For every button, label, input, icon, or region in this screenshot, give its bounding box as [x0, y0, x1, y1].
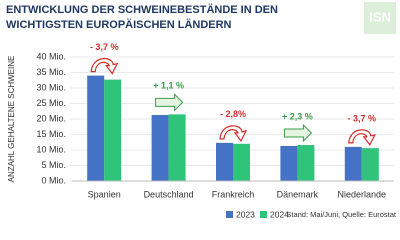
y-tick-label: 15 Mio.: [36, 129, 66, 139]
x-tick-label: Deutschland: [144, 189, 194, 199]
y-tick-label: 35 Mio.: [36, 67, 66, 77]
y-tick-label: 30 Mio.: [36, 82, 66, 92]
y-tick-label: 20 Mio.: [36, 113, 66, 123]
x-tick-label: Niederlande: [338, 189, 387, 199]
change-label: - 3,7 %: [348, 113, 377, 123]
bar: [216, 142, 233, 181]
legend-swatch: [226, 211, 233, 218]
bar: [280, 145, 298, 181]
bar: [233, 143, 250, 181]
change-arrow: [348, 129, 376, 147]
change-label: + 2,3 %: [282, 111, 313, 121]
chart: ENTWICKLUNG DER SCHWEINEBESTÄNDE IN DEN …: [0, 0, 400, 228]
change-label: - 3,7 %: [90, 42, 119, 52]
bar: [297, 145, 315, 181]
chart-title: WICHTIGSTEN EUROPÄISCHEN LÄNDERN: [6, 18, 232, 31]
logo: ISN: [369, 9, 391, 24]
legend-swatch: [260, 211, 267, 218]
logo-box: [364, 2, 396, 34]
y-tick-label: 5 Mio.: [41, 160, 66, 170]
x-tick-label: Frankreich: [212, 189, 255, 199]
change-arrow: [283, 123, 313, 143]
page: ENTWICKLUNG DER SCHWEINEBESTÄNDE IN DEN …: [0, 0, 400, 228]
background: [0, 0, 400, 228]
change-arrow: [219, 125, 248, 143]
x-tick-label: Spanien: [88, 189, 121, 199]
change-arrow: [155, 93, 184, 112]
legend-label: 2023: [236, 209, 255, 219]
bar: [344, 146, 362, 181]
chart-title: ENTWICKLUNG DER SCHWEINEBESTÄNDE IN DEN: [6, 3, 278, 16]
y-tick-label: 0 Mio.: [41, 175, 66, 185]
y-tick-label: 40 Mio.: [36, 51, 66, 61]
change-arrow: [90, 58, 119, 75]
bar: [104, 79, 122, 181]
y-axis-label: ANZAHL GEHALTENE SCHWEINE: [7, 56, 16, 183]
bar: [87, 75, 105, 181]
x-tick-label: Dänemark: [277, 189, 319, 199]
legend-label: 2024: [270, 209, 289, 219]
y-tick-label: 10 Mio.: [36, 144, 66, 154]
bar: [168, 114, 186, 181]
source: Stand: Mai/Juni, Quelle: Eurostat: [286, 210, 397, 219]
bar: [361, 148, 379, 181]
bar: [151, 114, 169, 181]
change-label: + 1,1 %: [153, 81, 184, 91]
y-tick-label: 25 Mio.: [36, 98, 66, 108]
change-label: - 2,8%: [220, 109, 246, 119]
